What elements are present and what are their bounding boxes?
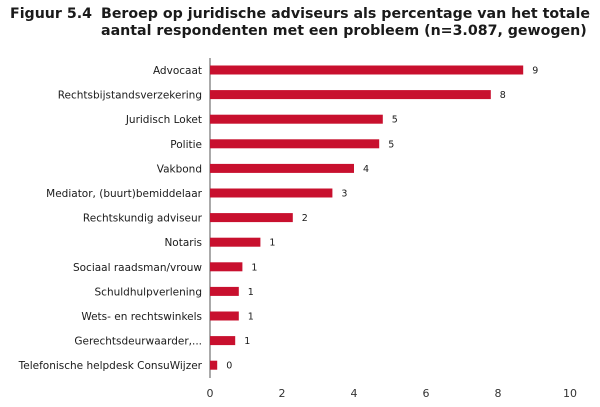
- bar: [210, 213, 293, 223]
- bar: [210, 139, 380, 149]
- data-label: 1: [248, 312, 254, 323]
- title-text-2: aantal respondenten met een probleem (n=…: [101, 23, 587, 39]
- category-label: Sociaal raadsman/vrouw: [73, 262, 202, 274]
- chart-title: Figuur 5.4 Beroep op juridische adviseurs…: [10, 6, 595, 40]
- bar: [210, 163, 354, 173]
- category-label: Vakbond: [157, 163, 202, 175]
- title-line-2: aantal respondenten met een probleem (n=…: [10, 23, 595, 40]
- bar: [210, 286, 239, 296]
- category-label: Juridisch Loket: [125, 114, 202, 126]
- data-label: 9: [532, 66, 538, 77]
- category-label: Politie: [170, 139, 202, 151]
- x-tick-label: 6: [423, 387, 430, 400]
- bar: [210, 336, 236, 346]
- category-label: Gerechtsdeurwaarder,...: [74, 336, 202, 348]
- data-label: 2: [302, 213, 308, 224]
- data-label: 3: [341, 189, 347, 200]
- data-label: 5: [392, 115, 398, 126]
- bar: [210, 188, 333, 198]
- bar: [210, 65, 524, 75]
- category-label: Wets- en rechtswinkels: [81, 311, 202, 323]
- title-line-1: Figuur 5.4 Beroep op juridische adviseurs…: [10, 6, 595, 23]
- category-label: Mediator, (buurt)bemiddelaar: [46, 188, 203, 200]
- bar: [210, 262, 243, 272]
- category-label: Telefonische helpdesk ConsuWijzer: [18, 360, 203, 372]
- x-tick-label: 4: [351, 387, 358, 400]
- data-label: 1: [251, 262, 257, 273]
- category-label: Schuldhulpverlening: [95, 286, 202, 298]
- category-label: Rechtskundig adviseur: [83, 213, 203, 225]
- bar: [210, 311, 239, 321]
- figure-label: Figuur 5.4: [10, 6, 92, 22]
- x-tick-label: 8: [495, 387, 502, 400]
- x-tick-label: 2: [279, 387, 286, 400]
- bar: [210, 90, 491, 100]
- category-label: Notaris: [164, 237, 202, 249]
- data-label: 1: [248, 287, 254, 298]
- bar: [210, 360, 218, 370]
- data-label: 1: [269, 238, 275, 249]
- data-label: 5: [388, 139, 394, 150]
- data-label: 4: [363, 164, 369, 175]
- bar: [210, 237, 261, 247]
- data-label: 0: [226, 361, 232, 372]
- bar: [210, 114, 383, 124]
- data-label: 1: [244, 336, 250, 347]
- x-tick-label: 10: [563, 387, 577, 400]
- x-tick-label: 0: [207, 387, 214, 400]
- data-label: 8: [500, 90, 506, 101]
- category-label: Advocaat: [153, 65, 202, 77]
- category-label: Rechtsbijstandsverzekering: [58, 90, 202, 102]
- title-text-1: Beroep op juridische adviseurs als perce…: [101, 6, 590, 22]
